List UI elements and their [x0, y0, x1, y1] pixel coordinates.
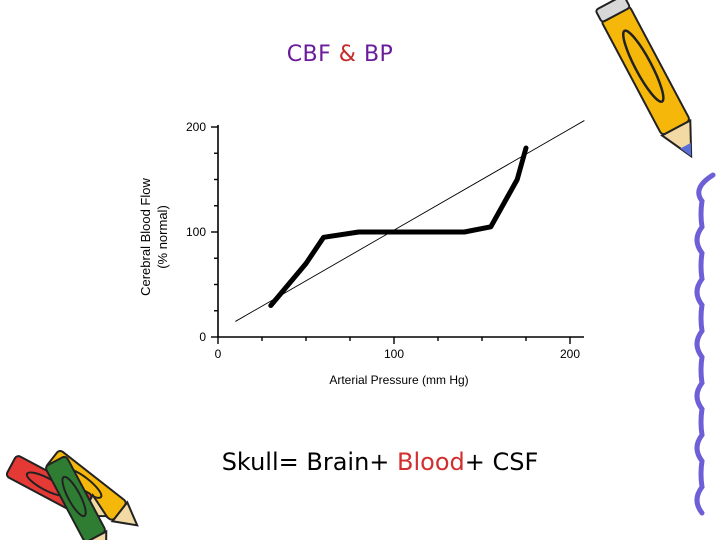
footer-part: Skull= Brain+: [221, 448, 398, 476]
pencil-wood-tip: [83, 529, 108, 540]
pencil-body: [601, 6, 690, 136]
squiggle-border: [694, 172, 716, 516]
pencils-icon: [5, 450, 139, 540]
y-axis-label: (% normal): [155, 205, 170, 269]
footer-part: Blood: [397, 448, 465, 476]
y-axis-label: Cerebral Blood Flow: [138, 178, 153, 296]
footer-text: Skull= Brain+ Blood+ CSF: [0, 448, 720, 476]
pencil-lead: [680, 142, 692, 157]
y-tick-label: 0: [199, 330, 206, 344]
pencil-icon: [595, 0, 693, 159]
slide-title: CBF & BP: [0, 42, 680, 67]
autoregulation-curve: [268, 145, 529, 308]
title-part: CBF: [286, 42, 339, 67]
pencil-ring: [61, 475, 87, 518]
pencil-shape: [45, 455, 108, 540]
title-part: BP: [356, 42, 394, 67]
title-part: &: [338, 42, 357, 67]
pencil-cap: [595, 0, 631, 23]
y-tick-label: 200: [186, 120, 206, 134]
x-tick-label: 0: [215, 347, 222, 361]
x-axis-label: Arterial Pressure (mm Hg): [329, 373, 468, 387]
footer-part: + CSF: [464, 448, 539, 476]
y-tick-label: 100: [186, 225, 206, 239]
x-tick-label: 200: [560, 347, 580, 361]
pencil-ring: [621, 29, 665, 103]
x-tick-label: 100: [384, 347, 404, 361]
pencil-wood-tip: [110, 500, 139, 527]
reference-line: [235, 120, 585, 322]
